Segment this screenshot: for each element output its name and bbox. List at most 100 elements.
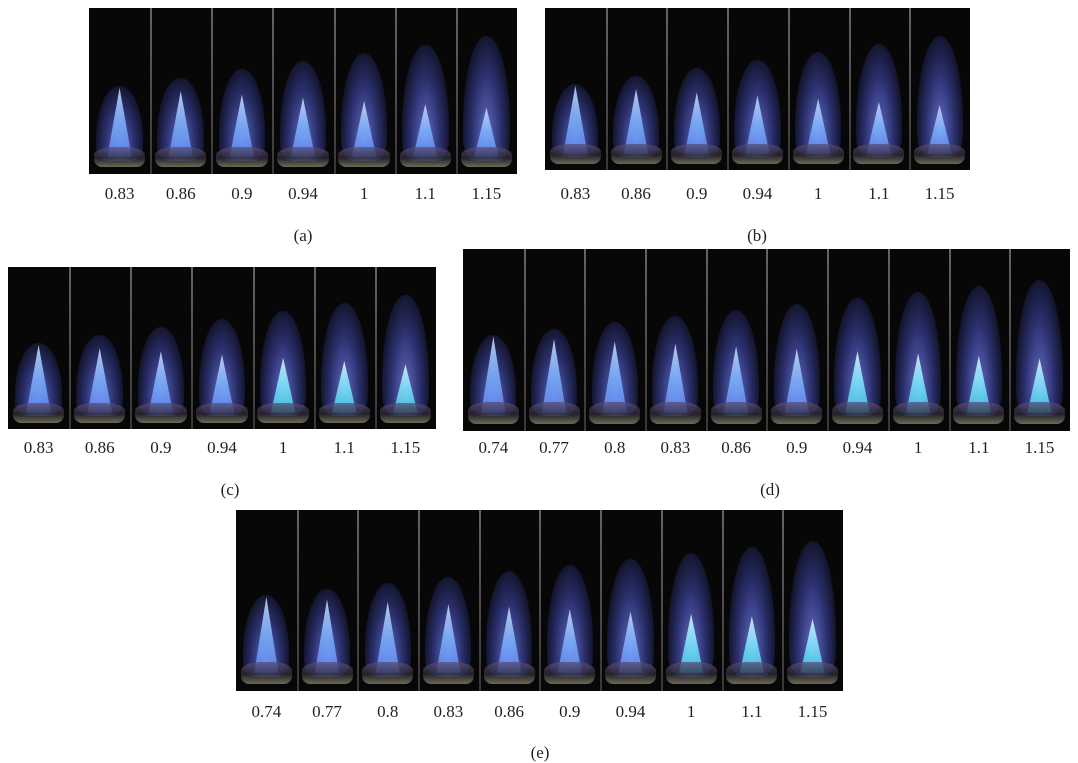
flame-frame [909, 8, 970, 170]
value-label: 0.9 [231, 184, 253, 203]
burner-base [610, 144, 662, 164]
labels-a: 0.83 0.86 0.9 0.94 1 1.1 1.15 [89, 184, 517, 204]
panel-e: 0.74 0.77 0.8 0.83 0.86 0.9 0.94 1 1.1 1.15 (e) [236, 510, 843, 763]
flame-frame [782, 510, 843, 691]
value-label: 0.9 [686, 184, 708, 203]
panel-c: 0.83 0.86 0.9 0.94 1 1.1 1.15 (c) [8, 267, 436, 499]
flame-strip-b [545, 8, 970, 170]
flame-frame [191, 267, 253, 429]
value-label: 1.15 [797, 702, 828, 721]
caption-c: (c) [220, 480, 240, 499]
flame-frame [150, 8, 212, 174]
value-label: 1.15 [1024, 438, 1055, 457]
value-label: 0.77 [312, 702, 342, 721]
burner-base [665, 662, 717, 684]
flame-frame [605, 8, 667, 170]
value-label: 0.83 [104, 184, 135, 203]
burner-base [892, 401, 944, 424]
flame-frame [645, 249, 706, 431]
value-label: 0.86 [721, 438, 751, 457]
flame-frame [887, 249, 949, 431]
value-label: 0.83 [23, 438, 54, 457]
burner-base [277, 147, 329, 168]
burner-base [710, 401, 762, 424]
burner-base [528, 401, 580, 424]
value-label: 1.15 [471, 184, 502, 203]
burner-base [93, 147, 146, 168]
caption-a: (a) [293, 226, 313, 245]
burner-base [787, 662, 839, 684]
flame-frame [827, 249, 888, 431]
flame-frame [766, 249, 828, 431]
burner-base [135, 403, 187, 423]
value-label: 1 [813, 184, 823, 203]
flame-frame [252, 267, 314, 429]
burner-base [671, 144, 723, 164]
burner-base [604, 662, 656, 684]
burner-base [216, 147, 268, 168]
flame-frame [705, 249, 767, 431]
flame-frame [374, 267, 436, 429]
value-label: 0.9 [150, 438, 172, 457]
value-label: 0.74 [478, 438, 509, 457]
value-label: 0.9 [786, 438, 808, 457]
flame-frame [660, 510, 722, 691]
value-label: 1.1 [741, 702, 763, 721]
flame-frame [539, 510, 601, 691]
value-label: 0.9 [559, 702, 581, 721]
burner-base [399, 147, 451, 168]
burner-base [771, 401, 823, 424]
value-label: 0.94 [615, 702, 646, 721]
value-label: 0.77 [539, 438, 569, 457]
burner-base [379, 403, 432, 423]
panel-a: 0.83 0.86 0.9 0.94 1 1.1 1.15 (a) [89, 8, 517, 245]
value-label: 1 [686, 702, 696, 721]
flame-frame [394, 8, 456, 174]
value-label: 0.86 [621, 184, 651, 203]
value-label: 0.94 [842, 438, 873, 457]
value-label: 1.1 [968, 438, 990, 457]
flame-frame [727, 8, 788, 170]
flame-frame [211, 8, 273, 174]
flame-frame [848, 8, 910, 170]
flame-frame [130, 267, 192, 429]
value-label: 0.86 [494, 702, 524, 721]
value-label: 1.15 [390, 438, 421, 457]
value-label: 0.94 [288, 184, 318, 203]
flame-frame [1009, 249, 1070, 431]
value-label: 0.8 [377, 702, 399, 721]
labels-d: 0.74 0.77 0.8 0.83 0.86 0.9 0.94 1 1.1 1.15 [463, 438, 1070, 458]
caption-d: (d) [760, 480, 780, 499]
burner-base [467, 401, 519, 424]
value-label: 1 [359, 184, 369, 203]
burner-base [953, 401, 1005, 424]
burner-base [257, 403, 309, 423]
burner-base [362, 662, 414, 684]
burner-base [853, 144, 905, 164]
burner-base [12, 403, 65, 423]
flame-frame [666, 8, 728, 170]
flame-frame [545, 8, 606, 170]
labels-e: 0.74 0.77 0.8 0.83 0.86 0.9 0.94 1 1.1 1.15 [236, 702, 843, 722]
burner-base [422, 662, 474, 684]
burner-base [460, 147, 513, 168]
value-label: 0.8 [604, 438, 626, 457]
burner-base [649, 401, 701, 424]
flame-frame [600, 510, 661, 691]
flame-frame [296, 510, 358, 691]
flame-strip-d [463, 249, 1070, 431]
panel-d: 0.74 0.77 0.8 0.83 0.86 0.9 0.94 1 1.1 1.15 (d) [463, 249, 1070, 499]
burner-base [549, 144, 601, 164]
flame-strip-e [236, 510, 843, 691]
flame-frame [357, 510, 419, 691]
flame-frame [478, 510, 540, 691]
labels-c: 0.83 0.86 0.9 0.94 1 1.1 1.15 [8, 438, 436, 458]
value-label: 0.83 [433, 702, 464, 721]
flame-frame [463, 249, 524, 431]
burner-base [544, 662, 596, 684]
value-label: 1.15 [924, 184, 955, 203]
caption-e: (e) [530, 743, 550, 762]
value-label: 0.86 [84, 438, 115, 457]
labels-b: 0.83 0.86 0.9 0.94 1 1.1 1.15 [545, 184, 970, 204]
flame-strip-a [89, 8, 517, 174]
